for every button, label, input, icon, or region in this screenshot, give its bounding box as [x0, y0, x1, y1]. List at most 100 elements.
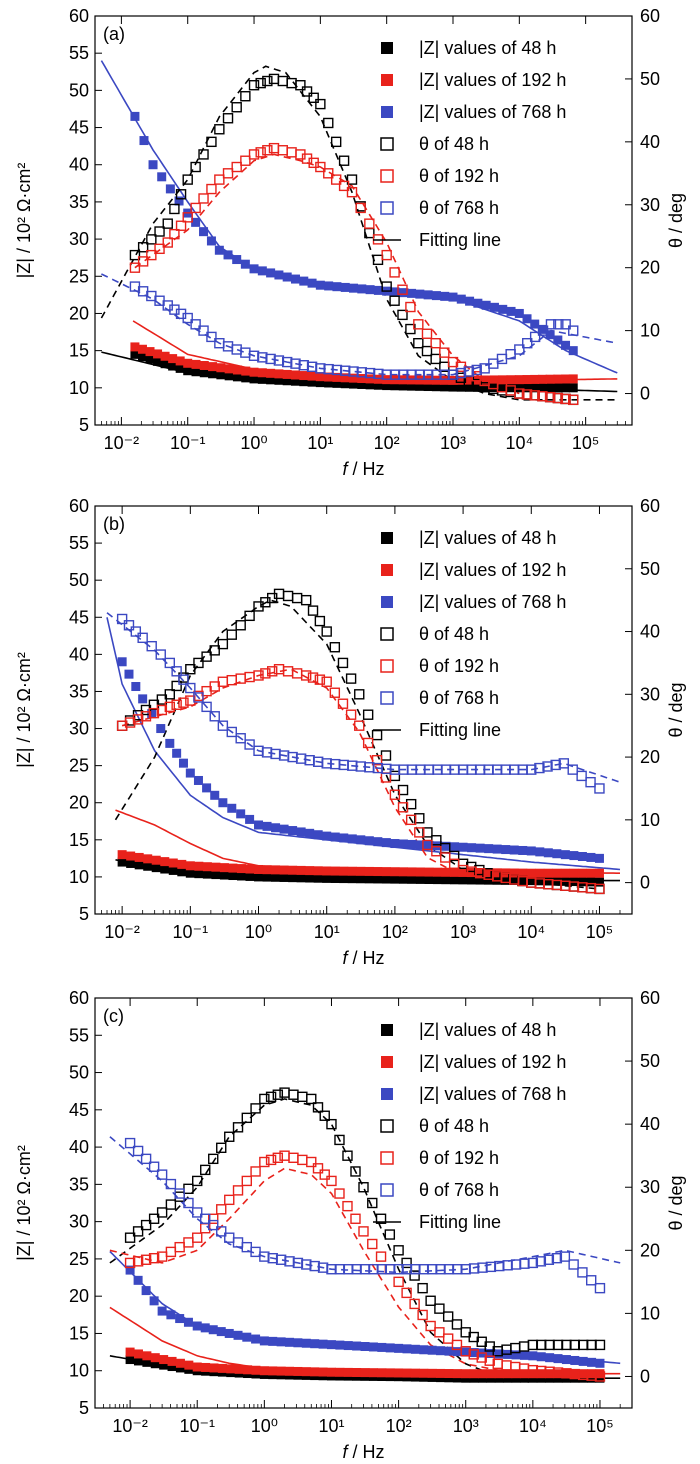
legend-label: θ of 192 h: [419, 656, 499, 676]
z-point: [365, 285, 375, 295]
y-left-tick-label: 60: [69, 496, 89, 516]
theta-point: [337, 657, 349, 669]
z-point: [536, 1352, 546, 1362]
z-point: [228, 863, 238, 873]
theta-point: [381, 281, 392, 292]
y-right-tick-label: 40: [640, 1114, 660, 1134]
z-point: [492, 844, 502, 854]
z-point: [165, 738, 175, 748]
theta-point: [529, 331, 541, 343]
z-point: [165, 184, 175, 194]
theta-point: [306, 361, 318, 372]
theta-point: [355, 202, 366, 214]
z-point: [301, 1338, 311, 1348]
z-point: [514, 375, 524, 385]
legend-marker-filled: [381, 106, 393, 118]
theta-point: [405, 301, 416, 313]
theta-point: [375, 1213, 387, 1224]
z-point: [407, 839, 417, 849]
z-point: [307, 278, 317, 288]
theta-point: [183, 1183, 194, 1195]
theta-point: [148, 1161, 160, 1172]
z-point: [381, 838, 391, 848]
x-tick-label: 10⁴: [505, 433, 533, 453]
y-left-axis-label: |Z| / 10² Ω·cm²: [14, 163, 34, 279]
z-point: [288, 826, 298, 836]
theta-point: [326, 1175, 337, 1187]
theta-point: [193, 657, 204, 669]
theta-fit-line: [100, 65, 618, 401]
z-point: [586, 868, 596, 878]
z-point: [441, 875, 451, 885]
z-point: [450, 867, 460, 877]
theta-point: [209, 645, 220, 656]
z-point: [390, 867, 400, 877]
z-point: [436, 1346, 446, 1356]
theta-point: [545, 319, 557, 330]
z-point: [440, 382, 450, 392]
z-point: [137, 352, 147, 362]
theta-point: [123, 620, 135, 631]
theta-point: [279, 1087, 290, 1098]
z-point: [419, 1345, 429, 1355]
z-point: [131, 682, 141, 692]
z-point: [469, 1369, 479, 1379]
y-left-tick-label: 5: [79, 415, 89, 435]
z-point: [444, 1369, 454, 1379]
z-point: [243, 1365, 253, 1375]
theta-point: [406, 369, 417, 380]
z-point: [184, 1360, 194, 1370]
z-point: [159, 1355, 169, 1365]
theta-point: [537, 391, 548, 402]
z-point: [407, 874, 417, 884]
legend-label: θ of 768 h: [419, 1180, 499, 1200]
z-point: [382, 381, 392, 391]
theta-point: [224, 1194, 235, 1206]
z-point: [519, 1350, 529, 1360]
legend: |Z| values of 48 h |Z| values of 192 h |Z|…: [373, 528, 566, 740]
z-point: [352, 1367, 362, 1377]
x-tick-label: 10⁻²: [104, 433, 140, 453]
theta-point: [518, 1341, 530, 1352]
z-point: [166, 1310, 176, 1320]
z-point: [282, 369, 292, 379]
z-point: [407, 288, 417, 298]
z-point: [232, 372, 242, 382]
z-point: [347, 874, 357, 884]
theta-point: [314, 615, 326, 627]
z-point: [339, 866, 349, 876]
z-point: [313, 866, 323, 876]
z-point: [419, 1368, 429, 1378]
theta-point: [542, 761, 553, 772]
z-point: [145, 347, 155, 357]
z-point: [223, 250, 233, 260]
theta-point: [560, 393, 571, 405]
theta-point: [164, 701, 175, 713]
x-tick-label: 10⁴: [517, 922, 545, 942]
z-point: [365, 374, 375, 384]
y-right-tick-label: 20: [640, 747, 660, 767]
theta-point: [358, 1226, 369, 1237]
z-point: [385, 1343, 395, 1353]
x-tick-label: 10³: [450, 922, 476, 942]
z-point: [552, 876, 562, 886]
z-point: [268, 1366, 278, 1376]
theta-point: [405, 814, 417, 826]
theta-point: [312, 1102, 324, 1113]
z-point: [249, 374, 259, 384]
theta-point: [273, 355, 285, 366]
z-point: [324, 378, 334, 388]
theta-point: [306, 1093, 317, 1105]
theta-point: [576, 770, 587, 782]
y-right-tick-label: 60: [640, 6, 660, 26]
theta-point: [350, 1213, 361, 1224]
theta-point: [501, 1360, 512, 1371]
theta-point: [137, 242, 149, 253]
z-point: [276, 1337, 286, 1347]
theta-point: [451, 1339, 463, 1351]
theta-point: [268, 73, 280, 85]
theta-point: [521, 389, 533, 400]
theta-point: [319, 1110, 330, 1121]
theta-point: [312, 1163, 324, 1174]
z-point: [142, 1351, 152, 1361]
